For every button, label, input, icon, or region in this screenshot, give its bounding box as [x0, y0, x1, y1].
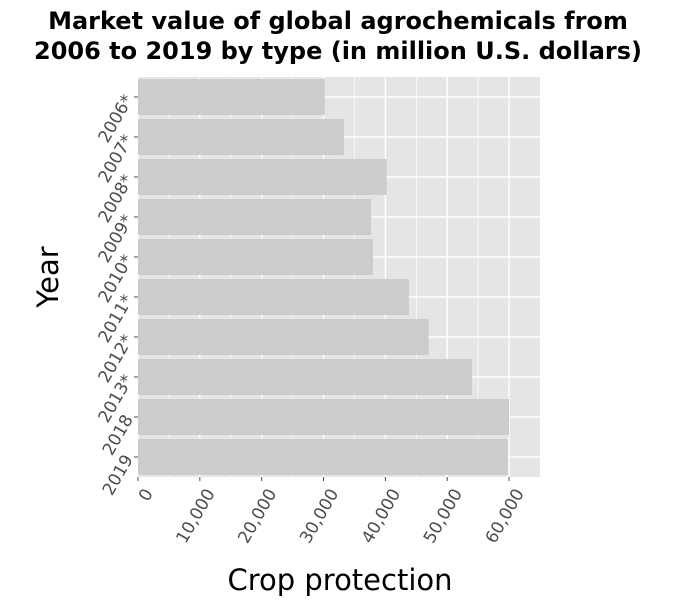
- x-axis-ticks: 0 10,000 20,000 30,000 40,000 50,000 60,000: [135, 477, 529, 547]
- x-tick-label: 30,000: [296, 486, 343, 548]
- bar-2011: [138, 279, 409, 315]
- bar-2006: [138, 79, 325, 115]
- x-tick-label: 50,000: [420, 486, 467, 548]
- bar-2019: [138, 439, 508, 475]
- y-tick-label: 2019: [99, 452, 138, 499]
- x-tick-label: 60,000: [482, 486, 529, 548]
- bar-2013: [138, 359, 472, 395]
- bar-2007: [138, 119, 344, 155]
- x-tick-label: 10,000: [173, 486, 220, 548]
- bar-2008: [138, 159, 387, 195]
- bar-2018: [138, 399, 510, 435]
- x-tick-label: 0: [135, 486, 158, 505]
- y-axis-title: Year: [31, 246, 65, 308]
- bar-2009: [138, 199, 372, 235]
- chart-title-line-1: Market value of global agrochemicals fro…: [48, 7, 628, 35]
- x-axis-title: Crop protection: [227, 563, 452, 597]
- x-tick-label: 40,000: [358, 486, 405, 548]
- bars: [138, 79, 510, 475]
- y-axis-ticks: 2006*2007*2008*2009*2010*2011*2012*2013*…: [95, 92, 138, 499]
- bar-2010: [138, 239, 374, 275]
- x-tick-label: 20,000: [234, 486, 281, 548]
- chart-title-line-2: 2006 to 2019 by type (in million U.S. do…: [34, 37, 642, 65]
- chart-title: Market value of global agrochemicals fro…: [0, 6, 676, 66]
- bar-2012: [138, 319, 429, 355]
